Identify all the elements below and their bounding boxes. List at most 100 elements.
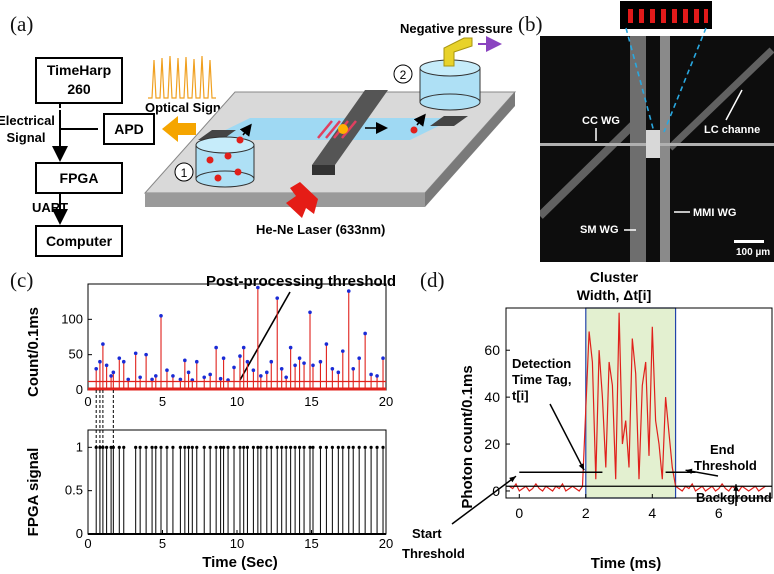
fpga-marker	[369, 445, 373, 449]
count-peak-marker	[375, 374, 379, 378]
count-peak-marker	[369, 372, 373, 377]
start-threshold-label-1: Start	[412, 526, 442, 541]
outlet-reservoir: 2	[393, 37, 481, 111]
d-ytick-label: 60	[484, 342, 500, 358]
count-peak-marker	[232, 365, 236, 370]
count-peak-marker	[186, 370, 191, 375]
electrical-signal-label-1: Electrical	[0, 113, 55, 128]
fpga-marker	[242, 445, 246, 449]
panel-b-micrograph: CC WG LC channe MMI WG SM WG 100 µm	[540, 1, 774, 262]
negative-pressure-label: Negative pressure	[400, 21, 513, 36]
fpga-marker	[357, 445, 361, 449]
fpga-marker	[154, 445, 158, 449]
count-peak-marker	[381, 356, 385, 360]
fpga-marker	[381, 445, 385, 449]
bottom-xtick-label: 20	[379, 536, 393, 551]
sm-wg-label: SM WG	[580, 224, 619, 236]
bottom-axes-frame	[87, 429, 387, 535]
fpga-marker	[171, 445, 175, 449]
fpga-marker	[221, 445, 226, 449]
fpga-marker	[245, 445, 250, 449]
count-peak-marker	[330, 367, 335, 371]
top-axes-frame	[87, 283, 387, 391]
fpga-marker	[330, 445, 334, 449]
detection-label-2: Time Tag,	[512, 372, 571, 387]
optical-signal-trace	[148, 55, 216, 99]
detection-arrow	[549, 403, 585, 471]
annotation-leader	[239, 291, 291, 381]
count-peak-marker	[346, 289, 351, 293]
fpga-marker	[284, 445, 288, 449]
fpga-marker	[219, 445, 223, 449]
fpga-marker	[202, 445, 206, 449]
fpga-marker	[308, 445, 312, 449]
top-xtick-label: 15	[304, 394, 318, 409]
fpga-marker	[336, 445, 340, 449]
fpga-marker	[144, 445, 148, 449]
scale-bar	[734, 240, 764, 243]
count-peak-marker	[259, 374, 263, 378]
count-peak-marker	[94, 367, 98, 371]
background-arrow-head	[733, 484, 739, 491]
photon-trace-plot: 02040600246	[451, 307, 773, 525]
fpga-marker	[297, 445, 302, 449]
bottom-xtick-label: 10	[230, 536, 244, 551]
count-peak-marker	[269, 359, 274, 364]
end-threshold-arrow-head	[685, 468, 693, 475]
d-xtick-label: 4	[648, 505, 656, 521]
optical-arrow	[162, 116, 196, 142]
count-peak-marker	[245, 359, 250, 364]
count-peak-marker	[324, 342, 329, 346]
fpga-marker	[122, 445, 126, 449]
count-peak-marker	[214, 345, 218, 350]
d-xtick-label: 6	[715, 505, 723, 521]
fpga-marker	[259, 445, 263, 449]
count-peak-marker	[256, 285, 260, 290]
end-threshold-label-2: Threshold	[694, 458, 757, 473]
count-peak-marker	[101, 342, 105, 346]
timeharp-block: TimeHarp 260	[35, 57, 123, 104]
fpga-marker	[280, 445, 284, 449]
top-xtick-label: 5	[159, 394, 166, 409]
fpga-marker	[134, 445, 138, 449]
top-ytick-label: 0	[76, 382, 83, 397]
top-ytick-label: 50	[69, 347, 83, 362]
panel-d-chart: Cluster Width, Δt[i] Photon count/0.1ms …	[402, 269, 773, 572]
fpga-marker	[238, 445, 242, 449]
fpga-marker	[351, 445, 355, 449]
computer-label: Computer	[46, 233, 113, 249]
count-peak-marker	[104, 363, 109, 368]
count-peak-marker	[121, 359, 126, 364]
fpga-marker	[293, 445, 297, 449]
d-xtick-label: 0	[515, 505, 523, 521]
bottom-ytick-label: 0	[76, 526, 83, 541]
count-peak-marker	[363, 331, 367, 336]
inlet-marker: 1	[181, 166, 188, 180]
bottom-ylabel: FPGA signal	[25, 448, 42, 537]
count-peak-marker	[144, 352, 148, 357]
electrical-signal-label-2: Signal	[6, 130, 45, 145]
fpga-marker	[347, 445, 351, 449]
cluster-label-2: Width, Δt[i]	[577, 287, 651, 303]
count-peak-marker	[202, 375, 207, 380]
fpga-marker	[289, 445, 293, 449]
laser-label: He-Ne Laser (633nm)	[256, 222, 385, 237]
fpga-marker	[256, 445, 260, 449]
fpga-marker	[165, 445, 169, 449]
panel-c-label: (c)	[10, 268, 34, 292]
bottom-ytick-label: 0.5	[65, 483, 83, 498]
detection-label-1: Detection	[512, 356, 571, 371]
fpga-marker	[117, 445, 121, 449]
count-peak-marker	[238, 354, 242, 358]
fpga-marker	[318, 445, 323, 449]
top-stem-plot: 0 50 100 0 5 10 15 20	[61, 283, 393, 448]
post-processing-annotation: Post-processing threshold	[206, 273, 396, 290]
count-peak-marker	[133, 351, 138, 356]
start-threshold-arrow-head	[509, 476, 516, 483]
fpga-marker	[150, 445, 154, 449]
fpga-label: FPGA	[60, 170, 99, 186]
fpga-marker	[195, 445, 199, 449]
count-peak-marker	[153, 374, 158, 378]
detection-label-3: t[i]	[512, 388, 529, 403]
count-peak-marker	[165, 368, 169, 373]
